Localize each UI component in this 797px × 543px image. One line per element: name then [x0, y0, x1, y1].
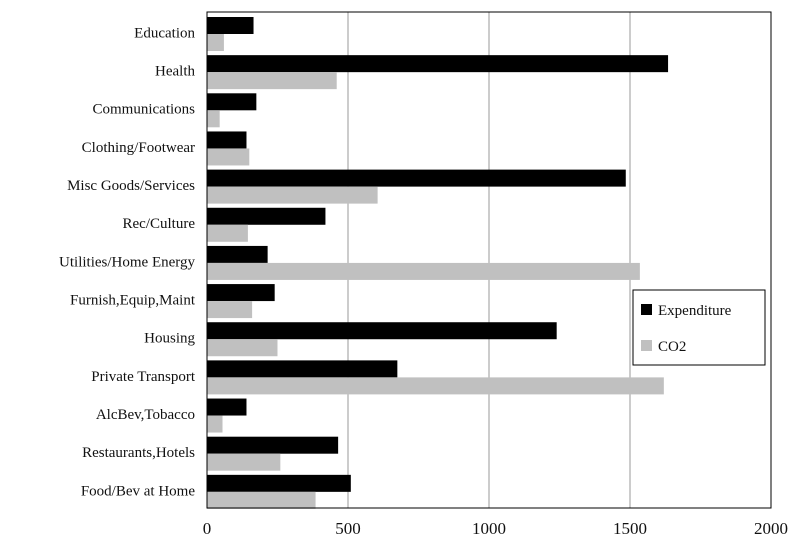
bars — [207, 17, 668, 509]
category-label: Housing — [144, 331, 195, 347]
bar-expenditure — [207, 475, 351, 492]
category-label: Communications — [93, 102, 196, 118]
bar-co2 — [207, 72, 337, 89]
bar-co2 — [207, 225, 248, 242]
bar-co2 — [207, 454, 280, 471]
bar-expenditure — [207, 284, 275, 301]
category-labels: Education Health Communications Clothing/Fo… — [59, 25, 196, 499]
legend-label-expenditure: Expenditure — [658, 303, 732, 319]
x-tick-label: 500 — [335, 519, 361, 538]
legend-box — [633, 290, 765, 365]
bar-co2 — [207, 34, 224, 51]
category-label: Food/Bev at Home — [81, 483, 195, 499]
bar-expenditure — [207, 93, 256, 110]
x-tick-label: 0 — [203, 519, 212, 538]
bar-expenditure — [207, 17, 254, 34]
bar-co2 — [207, 492, 316, 509]
category-label: AlcBev,Tobacco — [96, 407, 195, 423]
category-label: Rec/Culture — [123, 216, 196, 232]
category-label: Education — [134, 25, 195, 41]
x-tick-label: 2000 — [754, 519, 788, 538]
legend-label-co2: CO2 — [658, 339, 686, 355]
legend-swatch-co2 — [641, 340, 652, 351]
bar-expenditure — [207, 360, 397, 377]
bar-co2 — [207, 416, 223, 433]
legend: Expenditure CO2 — [633, 290, 765, 365]
bar-expenditure — [207, 246, 268, 263]
bar-expenditure — [207, 322, 557, 339]
bar-co2 — [207, 377, 664, 394]
gridlines — [348, 12, 630, 508]
bar-expenditure — [207, 170, 626, 187]
category-label: Furnish,Equip,Maint — [70, 293, 196, 309]
bar-expenditure — [207, 55, 668, 72]
category-label: Clothing/Footwear — [82, 140, 195, 156]
bar-expenditure — [207, 131, 246, 148]
bar-co2 — [207, 110, 220, 127]
bar-expenditure — [207, 437, 338, 454]
x-axis-tick-labels: 0 500 1000 1500 2000 — [203, 519, 788, 538]
category-label: Restaurants,Hotels — [82, 445, 195, 461]
category-label: Misc Goods/Services — [67, 178, 195, 194]
bar-co2 — [207, 339, 278, 356]
bar-expenditure — [207, 399, 246, 416]
bar-co2 — [207, 187, 378, 204]
x-tick-label: 1000 — [472, 519, 506, 538]
x-tick-label: 1500 — [613, 519, 647, 538]
category-label: Health — [155, 64, 195, 80]
bar-expenditure — [207, 208, 325, 225]
bar-co2 — [207, 263, 640, 280]
bar-co2 — [207, 148, 249, 165]
bar-co2 — [207, 301, 252, 318]
legend-swatch-expenditure — [641, 304, 652, 315]
category-label: Private Transport — [91, 369, 196, 385]
category-label: Utilities/Home Energy — [59, 254, 195, 270]
